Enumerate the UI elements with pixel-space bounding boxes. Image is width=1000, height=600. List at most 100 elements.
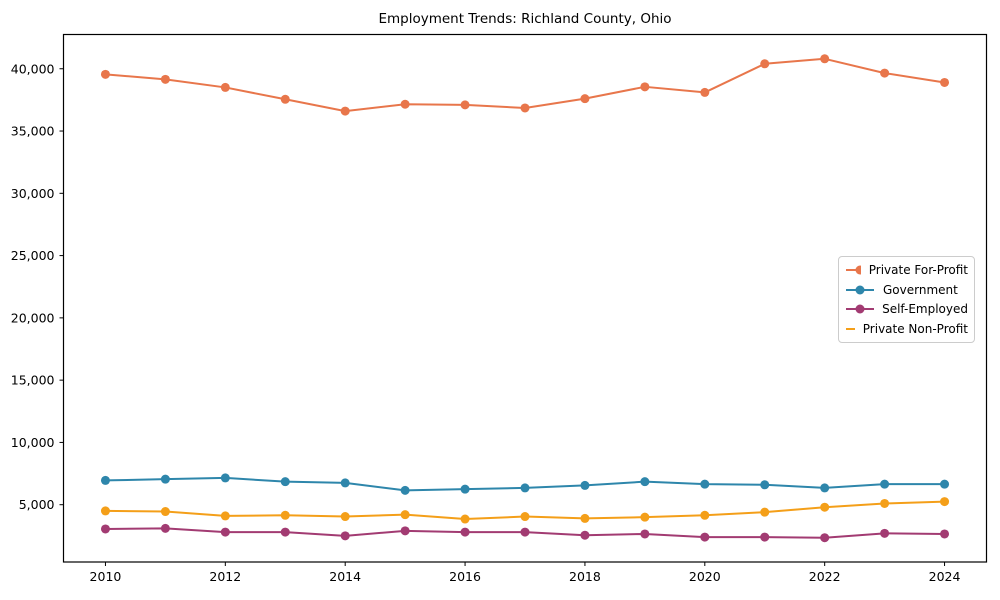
series-government <box>100 473 950 495</box>
data-point <box>400 485 410 495</box>
y-tick-label: 15,000 <box>11 373 55 388</box>
chart-legend: Private For-Profit Government Self-Employe… <box>838 256 975 343</box>
legend-label: Private Non-Profit <box>862 322 968 337</box>
y-tick-label: 35,000 <box>11 124 55 139</box>
data-point <box>160 523 170 533</box>
data-point <box>640 512 650 522</box>
data-point <box>460 484 470 494</box>
x-tick-label: 2016 <box>449 569 481 584</box>
data-point <box>280 477 290 487</box>
data-point <box>280 510 290 520</box>
data-point <box>280 94 290 104</box>
data-point <box>460 527 470 537</box>
legend-marker-icon <box>846 328 855 331</box>
data-point <box>100 524 110 534</box>
data-point <box>700 510 710 520</box>
data-point <box>760 507 770 517</box>
data-point <box>760 480 770 490</box>
y-tick-label: 20,000 <box>11 310 55 325</box>
data-point <box>340 106 350 116</box>
x-tick-label: 2012 <box>209 569 241 584</box>
legend-marker-icon <box>846 265 861 275</box>
data-point <box>880 498 890 508</box>
x-tick-label: 2018 <box>569 569 601 584</box>
legend-label: Government <box>883 282 958 297</box>
data-point <box>520 103 530 113</box>
legend-label: Private For-Profit <box>868 262 968 277</box>
series-self-employed <box>100 523 950 543</box>
data-point <box>700 87 710 97</box>
y-tick-label: 25,000 <box>11 248 55 263</box>
data-point <box>940 529 950 539</box>
data-point <box>760 59 770 69</box>
data-point <box>580 480 590 490</box>
data-point <box>340 512 350 522</box>
data-point <box>580 530 590 540</box>
data-point <box>160 507 170 517</box>
legend-item-private-non-profit: Private Non-Profit <box>845 320 968 338</box>
data-point <box>940 77 950 87</box>
data-point <box>340 531 350 541</box>
legend-item-self-employed: Self-Employed <box>845 300 968 318</box>
data-point <box>520 512 530 522</box>
data-point <box>580 513 590 523</box>
data-point <box>880 68 890 78</box>
data-point <box>820 483 830 493</box>
series-line-private-for-profit <box>104 57 946 113</box>
data-point <box>100 69 110 79</box>
legend-item-government: Government <box>845 281 968 299</box>
data-point <box>820 533 830 543</box>
data-point <box>220 511 230 521</box>
x-tick-label: 2024 <box>929 569 961 584</box>
data-point <box>940 479 950 489</box>
x-tick-label: 2010 <box>90 569 122 584</box>
x-tick-label: 2014 <box>329 569 361 584</box>
data-point <box>160 474 170 484</box>
legend-item-private-for-profit: Private For-Profit <box>845 261 968 279</box>
chart-title: Employment Trends: Richland County, Ohio <box>378 11 672 27</box>
data-point <box>820 502 830 512</box>
data-point <box>220 527 230 537</box>
x-tick-label: 2020 <box>689 569 721 584</box>
y-tick-label: 5,000 <box>19 497 55 512</box>
series-private-non-profit <box>100 497 950 524</box>
legend-marker-icon <box>846 304 874 314</box>
x-tick-label: 2022 <box>809 569 841 584</box>
data-point <box>760 532 770 542</box>
data-point <box>100 506 110 516</box>
legend-marker <box>855 285 865 295</box>
legend-marker-icon <box>846 285 874 295</box>
data-point <box>220 473 230 483</box>
y-tick-label: 40,000 <box>11 61 55 76</box>
data-point <box>940 497 950 507</box>
data-point <box>460 100 470 110</box>
data-point <box>640 477 650 487</box>
data-point <box>520 527 530 537</box>
data-point <box>700 479 710 489</box>
data-point <box>700 532 710 542</box>
y-tick-label: 10,000 <box>11 435 55 450</box>
data-point <box>220 82 230 92</box>
data-point <box>400 99 410 109</box>
data-point <box>400 526 410 536</box>
data-point <box>100 475 110 485</box>
data-point <box>640 529 650 539</box>
series-private-for-profit <box>100 54 950 116</box>
legend-marker <box>855 265 861 275</box>
data-point <box>400 510 410 520</box>
data-point <box>340 478 350 488</box>
data-point <box>640 82 650 92</box>
y-tick-label: 30,000 <box>11 186 55 201</box>
legend-label: Self-Employed <box>882 302 968 317</box>
data-point <box>820 54 830 64</box>
data-point <box>160 74 170 84</box>
data-point <box>280 527 290 537</box>
legend-marker <box>855 304 865 314</box>
data-point <box>880 479 890 489</box>
plot-border <box>62 33 988 563</box>
data-point <box>460 514 470 524</box>
data-point <box>580 94 590 104</box>
data-point <box>520 483 530 493</box>
data-point <box>880 528 890 538</box>
